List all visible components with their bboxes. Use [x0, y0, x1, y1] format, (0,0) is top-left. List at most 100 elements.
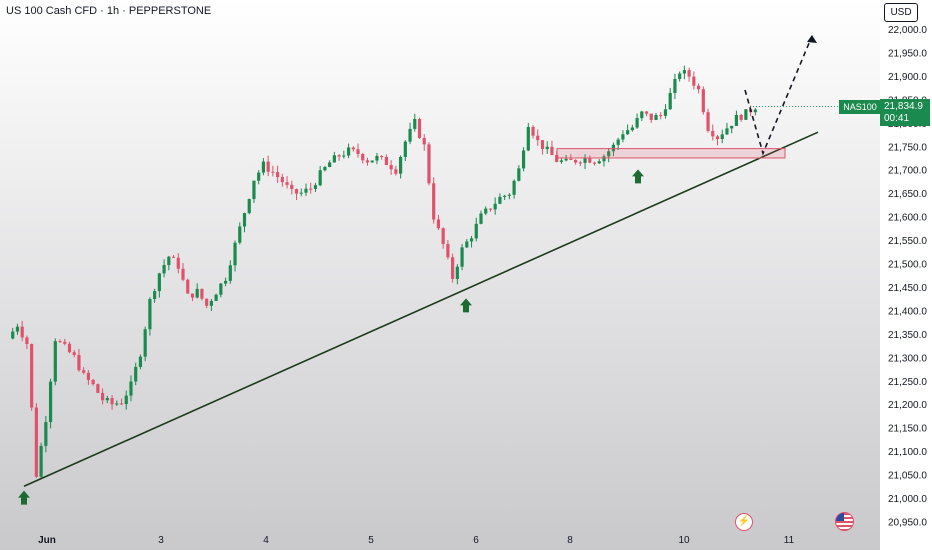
- candle-body: [626, 130, 630, 135]
- candle-body: [328, 162, 332, 168]
- candle-body: [398, 156, 403, 174]
- projection-arrow-head: [807, 35, 817, 44]
- candle-body: [44, 422, 48, 446]
- candle-body: [654, 115, 658, 120]
- price-tick-label: 21,350.0: [888, 330, 927, 341]
- candle-body: [77, 354, 81, 371]
- lightning-icon[interactable]: ⚡: [735, 513, 753, 531]
- currency-button[interactable]: USD: [884, 3, 918, 22]
- candle-body: [422, 138, 426, 145]
- candle-body: [673, 79, 677, 93]
- candle-body: [304, 188, 308, 193]
- trendline[interactable]: [23, 131, 819, 488]
- candle-body: [715, 136, 720, 139]
- candles-layer: [11, 65, 757, 478]
- candle-body: [559, 160, 564, 162]
- candle-body: [621, 134, 625, 140]
- up-arrow-marker-icon: [632, 169, 644, 184]
- candle-body: [143, 329, 147, 357]
- candle-body: [569, 158, 573, 160]
- candle-body: [531, 126, 535, 136]
- candle-body: [242, 213, 247, 227]
- candle-body: [332, 155, 336, 163]
- candle-body: [484, 208, 488, 214]
- candle-body: [20, 326, 24, 338]
- candle-body: [252, 180, 256, 200]
- candle-body: [86, 372, 91, 380]
- candle-body: [157, 273, 161, 292]
- candle-body: [190, 293, 195, 298]
- resistance-zone[interactable]: [556, 148, 786, 159]
- time-tick-label: 10: [678, 535, 690, 546]
- candle-body: [200, 288, 204, 299]
- candle-body: [238, 226, 242, 243]
- projection-path[interactable]: [744, 35, 813, 156]
- time-tick-label: 6: [473, 535, 479, 546]
- up-arrow-marker-icon: [460, 298, 472, 313]
- candle-body: [346, 147, 351, 156]
- candle-body: [469, 238, 474, 242]
- candle-body: [138, 356, 143, 367]
- candle-body: [427, 144, 431, 184]
- candle-body: [34, 407, 38, 477]
- candle-body: [82, 370, 86, 373]
- candle-body: [96, 384, 100, 393]
- candle-body: [271, 171, 275, 173]
- candle-body: [299, 192, 303, 194]
- candle-body: [384, 156, 388, 166]
- price-tick-label: 21,100.0: [888, 447, 927, 458]
- candle-body: [119, 403, 124, 405]
- price-tick-label: 22,000.0: [888, 25, 927, 36]
- candle-body: [460, 247, 464, 267]
- candle-body: [682, 70, 686, 74]
- candle-body: [451, 257, 455, 279]
- candle-body: [602, 156, 606, 162]
- price-tick-label: 20,950.0: [888, 517, 927, 528]
- time-axis[interactable]: Jun 3 4 5 6 8 10 11: [38, 535, 795, 546]
- candle-body: [181, 268, 185, 280]
- candle-body: [294, 189, 299, 194]
- candle-body: [507, 194, 511, 196]
- candle-body: [58, 341, 62, 343]
- candle-body: [48, 381, 53, 423]
- candle-body: [455, 266, 459, 279]
- candle-body: [342, 155, 346, 157]
- candle-body: [403, 141, 407, 157]
- price-tick-label: 21,700.0: [888, 166, 927, 177]
- candle-body: [517, 168, 521, 181]
- candle-body: [266, 161, 270, 172]
- candle-body: [337, 155, 341, 157]
- candle-body: [592, 162, 597, 164]
- price-tick-label: 21,550.0: [888, 236, 927, 247]
- price-axis-background: [880, 0, 932, 550]
- candle-body: [701, 89, 705, 113]
- candle-body: [441, 228, 445, 245]
- candle-body: [635, 118, 639, 128]
- candle-body: [408, 128, 412, 142]
- last-price-badge: 21,834.9 00:41: [880, 99, 930, 126]
- us-flag-icon[interactable]: [835, 512, 854, 531]
- candle-body: [276, 172, 280, 178]
- candle-body: [503, 195, 507, 197]
- candle-body: [607, 151, 611, 157]
- candle-body: [351, 147, 355, 150]
- price-tick-label: 21,400.0: [888, 306, 927, 317]
- candle-body: [39, 445, 43, 477]
- candle-body: [285, 182, 289, 185]
- candle-body: [209, 300, 213, 306]
- candle-body: [597, 161, 601, 164]
- candle-body: [706, 112, 710, 131]
- candle-body: [67, 343, 72, 353]
- candle-body: [228, 265, 232, 281]
- candle-body: [134, 366, 138, 382]
- candle-body: [380, 155, 384, 157]
- candle-body: [711, 130, 715, 137]
- candle-body: [361, 153, 365, 161]
- price-tick-label: 21,300.0: [888, 353, 927, 364]
- candle-body: [124, 395, 128, 405]
- candle-body: [739, 114, 743, 120]
- candle-body: [545, 146, 549, 150]
